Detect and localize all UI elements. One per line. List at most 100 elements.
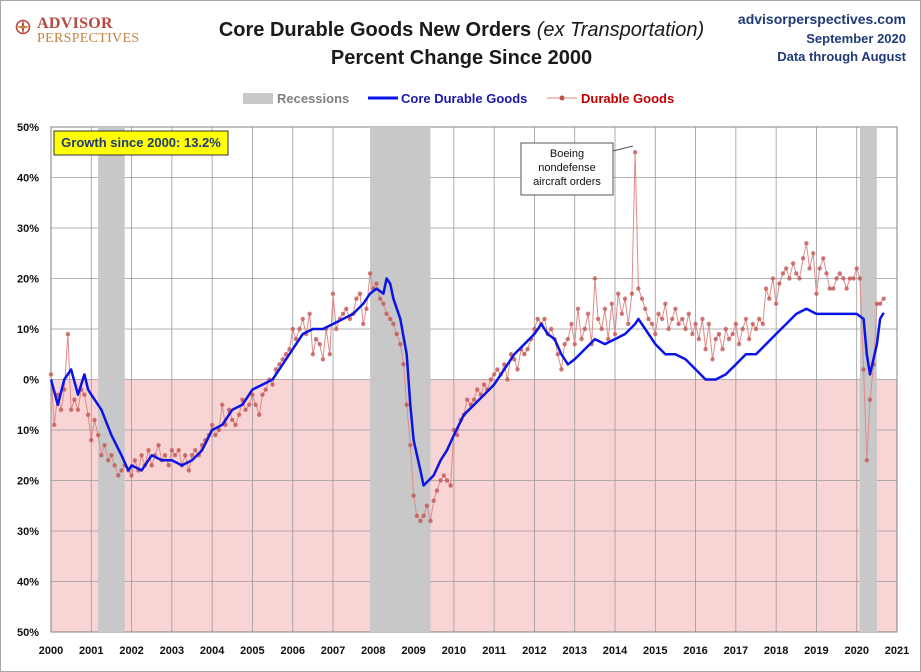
durable-goods-point	[696, 336, 701, 342]
logo-line-2: PERSPECTIVES	[37, 31, 140, 46]
durable-goods-point	[763, 286, 769, 291]
durable-goods-point	[602, 306, 608, 311]
durable-goods-point	[736, 341, 742, 347]
durable-goods-point	[414, 513, 419, 519]
durable-goods-point	[582, 326, 587, 332]
durable-goods-point	[488, 377, 494, 382]
chart-title-sub: (ex Transportation)	[536, 19, 705, 41]
durable-goods-point	[156, 442, 161, 448]
durable-goods-point	[670, 316, 675, 322]
durable-goods-point	[720, 347, 725, 352]
durable-goods-point	[92, 417, 97, 423]
durable-goods-point	[411, 493, 416, 498]
chart-title-main: Core Durable Goods New Orders	[218, 19, 532, 41]
durable-goods-point	[119, 468, 124, 473]
x-tick-label: 2009	[401, 645, 425, 657]
durable-goods-point	[116, 473, 121, 478]
durable-goods-point	[716, 331, 722, 337]
legend-durable-label: Durable Goods	[581, 91, 674, 106]
durable-goods-point	[424, 503, 430, 508]
x-tick-label: 2011	[482, 645, 506, 657]
durable-goods-point	[297, 326, 302, 332]
durable-goods-point	[794, 271, 799, 276]
durable-goods-point	[313, 336, 319, 342]
durable-goods-point	[743, 316, 749, 322]
x-tick-label: 2016	[683, 645, 707, 657]
durable-goods-point	[676, 321, 681, 327]
durable-goods-point	[250, 392, 255, 397]
durable-goods-point	[710, 357, 715, 362]
durable-goods-point	[444, 478, 450, 483]
durable-goods-point	[273, 367, 278, 372]
durable-goods-point	[797, 276, 802, 281]
durable-goods-point	[857, 276, 863, 281]
durable-goods-point	[408, 442, 413, 448]
durable-goods-point	[632, 150, 638, 155]
x-tick-label: 2012	[522, 645, 546, 657]
durable-goods-point	[327, 352, 332, 357]
y-tick-label: 0%	[23, 375, 39, 387]
durable-goods-point	[559, 367, 564, 372]
durable-goods-point	[354, 296, 359, 301]
durable-goods-point	[367, 271, 373, 276]
durable-goods-point	[680, 316, 685, 322]
source-date: September 2020	[806, 31, 906, 46]
durable-goods-point	[310, 352, 316, 357]
durable-goods-point	[572, 341, 577, 347]
durable-goods-point	[777, 281, 782, 286]
durable-goods-point	[542, 316, 547, 322]
durable-goods-point	[535, 316, 540, 322]
y-tick-label: 10%	[17, 425, 39, 437]
durable-goods-point	[344, 306, 349, 311]
x-tick-label: 2005	[240, 645, 264, 657]
durable-goods-point	[82, 392, 87, 397]
durable-goods-point	[307, 311, 312, 317]
durable-goods-point	[65, 331, 71, 337]
legend-core-label: Core Durable Goods	[401, 91, 527, 106]
durable-goods-point	[290, 326, 295, 332]
durable-goods-point	[814, 291, 819, 296]
callout-line: Boeing	[550, 148, 584, 160]
durable-goods-point	[666, 326, 671, 332]
y-tick-label: 50%	[17, 122, 39, 134]
chart-title: Core Durable Goods New Orders (ex Transp…	[1, 19, 920, 42]
durable-goods-point	[68, 407, 74, 412]
durable-goods-point	[441, 473, 446, 478]
callout-box	[520, 142, 614, 196]
durable-goods-point	[481, 382, 487, 387]
durable-goods-point	[532, 326, 537, 332]
y-tick-label: 40%	[17, 577, 39, 589]
brand-logo: ADVISOR PERSPECTIVES	[15, 13, 155, 46]
durable-goods-point	[784, 266, 789, 271]
durable-goods-point	[236, 412, 242, 418]
x-tick-label: 2000	[39, 645, 63, 657]
durable-goods-point	[841, 276, 846, 281]
durable-goods-point	[740, 326, 745, 332]
durable-goods-point	[394, 331, 399, 337]
durable-goods-point	[166, 463, 171, 468]
durable-goods-point	[686, 311, 691, 317]
durable-goods-point	[85, 412, 91, 418]
x-tick-label: 2006	[280, 645, 304, 657]
durable-goods-point	[502, 362, 507, 367]
durable-goods-point	[95, 432, 101, 438]
x-tick-label: 2007	[321, 645, 345, 657]
durable-goods-point	[300, 316, 305, 322]
durable-goods-point	[824, 271, 829, 276]
callout-pointer	[612, 145, 634, 152]
x-tick-label: 2002	[119, 645, 143, 657]
durable-goods-point	[230, 417, 235, 423]
durable-goods-point	[357, 291, 363, 296]
x-tick-label: 2013	[562, 645, 586, 657]
durable-goods-point	[75, 407, 81, 412]
durable-goods-point	[216, 427, 222, 433]
durable-goods-point	[726, 336, 732, 342]
x-tick-label: 2003	[160, 645, 184, 657]
durable-goods-point	[448, 483, 453, 488]
durable-goods-point	[247, 402, 252, 407]
durable-goods-point	[649, 321, 655, 327]
recession-band	[98, 127, 125, 632]
durable-goods-point	[495, 367, 500, 372]
durable-goods-point	[58, 407, 64, 412]
